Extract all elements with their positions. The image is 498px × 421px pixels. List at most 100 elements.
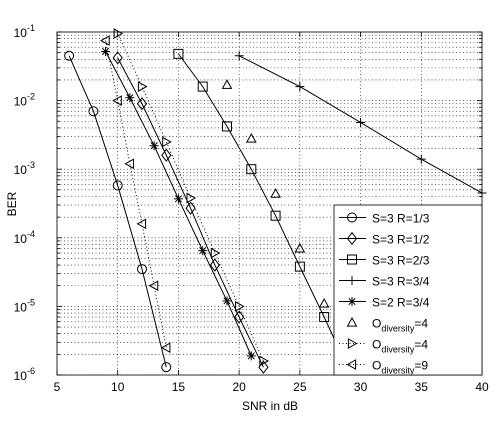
marker bbox=[234, 51, 244, 61]
legend-text: O bbox=[372, 359, 381, 373]
marker bbox=[245, 132, 257, 143]
x-tick-label: 30 bbox=[354, 380, 368, 394]
y-tick-base: 10 bbox=[14, 26, 28, 40]
marker bbox=[173, 194, 183, 204]
series-line bbox=[178, 53, 349, 370]
legend-marker bbox=[347, 212, 357, 223]
marker bbox=[173, 48, 184, 59]
legend-text: S=3 R=1/2 bbox=[372, 233, 430, 247]
marker bbox=[270, 188, 281, 198]
marker bbox=[112, 51, 123, 65]
marker bbox=[161, 148, 172, 162]
marker bbox=[124, 158, 134, 170]
marker bbox=[88, 106, 99, 117]
marker bbox=[416, 154, 426, 164]
marker bbox=[295, 82, 305, 92]
marker bbox=[356, 117, 366, 127]
x-tick-label: 40 bbox=[475, 380, 489, 394]
legend-marker bbox=[347, 338, 358, 349]
legend-marker bbox=[346, 316, 358, 327]
marker bbox=[318, 298, 330, 308]
legend-text: S=2 R=3/4 bbox=[372, 296, 430, 310]
y-tick-exponent: -2 bbox=[27, 92, 35, 102]
legend-label: S=3 R=3/4 bbox=[372, 275, 430, 289]
legend-label: S=3 R=2/3 bbox=[372, 254, 430, 268]
marker bbox=[125, 93, 135, 103]
marker bbox=[149, 141, 159, 151]
legend-label: S=3 R=1/2 bbox=[372, 233, 430, 247]
marker bbox=[270, 210, 281, 221]
marker bbox=[136, 97, 148, 111]
marker bbox=[148, 280, 159, 292]
marker bbox=[161, 362, 172, 373]
legend-marker bbox=[346, 359, 357, 370]
y-tick-exponent: -3 bbox=[27, 160, 35, 170]
marker bbox=[209, 258, 220, 272]
y-tick-label: 10-1 bbox=[14, 23, 35, 40]
marker bbox=[246, 351, 256, 361]
legend-label: S=2 R=3/4 bbox=[372, 296, 430, 310]
marker bbox=[112, 180, 123, 191]
marker bbox=[185, 201, 196, 215]
marker bbox=[294, 242, 306, 253]
marker bbox=[112, 95, 122, 106]
y-tick-base: 10 bbox=[14, 163, 28, 177]
marker bbox=[319, 312, 330, 323]
x-tick-label: 20 bbox=[232, 380, 246, 394]
x-tick-label: 35 bbox=[415, 380, 429, 394]
marker bbox=[100, 35, 110, 46]
y-tick-label: 10-6 bbox=[14, 366, 35, 383]
y-tick-base: 10 bbox=[14, 369, 28, 383]
y-tick-label: 10-5 bbox=[14, 297, 35, 314]
marker bbox=[137, 81, 148, 92]
legend-text: S=3 R=3/4 bbox=[372, 275, 430, 289]
series-line bbox=[117, 57, 264, 368]
y-tick-label: 10-2 bbox=[14, 92, 35, 109]
marker bbox=[186, 192, 197, 204]
marker bbox=[234, 310, 245, 324]
legend-marker bbox=[347, 297, 357, 306]
marker bbox=[198, 246, 208, 256]
marker bbox=[222, 121, 232, 132]
plot-frame bbox=[56, 31, 483, 376]
legend-text: O bbox=[372, 338, 381, 352]
legend-marker bbox=[347, 254, 357, 265]
legend-label: Odiversity=4 bbox=[372, 317, 428, 334]
legend-suffix: =4 bbox=[414, 338, 428, 352]
marker bbox=[210, 247, 221, 259]
y-tick-exponent: -1 bbox=[27, 23, 35, 33]
x-tick-label: 10 bbox=[111, 380, 125, 394]
marker bbox=[162, 136, 172, 148]
marker bbox=[136, 218, 147, 230]
marker bbox=[197, 81, 208, 92]
x-tick-label: 25 bbox=[293, 380, 307, 394]
marker bbox=[477, 188, 487, 198]
y-tick-exponent: -6 bbox=[27, 366, 35, 376]
legend-label: S=3 R=1/3 bbox=[372, 212, 430, 226]
y-tick-base: 10 bbox=[14, 95, 28, 109]
marker bbox=[259, 355, 269, 367]
y-tick-exponent: -5 bbox=[27, 297, 35, 307]
marker bbox=[137, 264, 147, 275]
y-tick-base: 10 bbox=[14, 300, 28, 314]
marker bbox=[222, 296, 232, 306]
marker bbox=[246, 164, 257, 175]
legend-label: Odiversity=9 bbox=[372, 359, 428, 376]
marker bbox=[160, 342, 171, 354]
legend-subscript: diversity bbox=[381, 366, 415, 376]
legend-label: Odiversity=4 bbox=[372, 338, 428, 355]
marker bbox=[113, 28, 124, 39]
x-tick-label: 5 bbox=[54, 380, 61, 394]
legend-text: S=3 R=2/3 bbox=[372, 254, 430, 268]
x-axis-label: SNR in dB bbox=[242, 399, 298, 413]
series-line bbox=[68, 55, 167, 368]
legend-subscript: diversity bbox=[381, 324, 415, 334]
x-tick-label: 15 bbox=[172, 380, 186, 394]
legend-suffix: =4 bbox=[414, 317, 428, 331]
y-tick-base: 10 bbox=[14, 232, 28, 246]
marker bbox=[64, 50, 75, 61]
legend-suffix: =9 bbox=[414, 359, 428, 373]
legend-subscript: diversity bbox=[381, 345, 415, 355]
marker bbox=[294, 261, 305, 272]
